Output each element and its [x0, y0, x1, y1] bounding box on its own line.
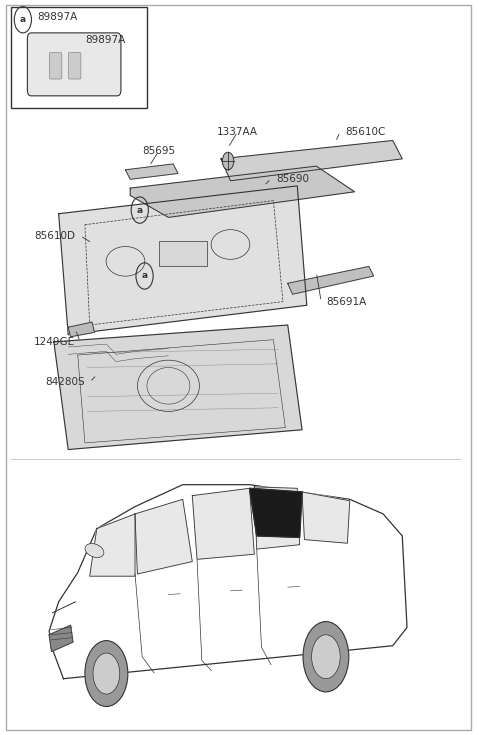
FancyBboxPatch shape	[27, 33, 121, 96]
FancyBboxPatch shape	[49, 53, 62, 79]
Text: 85695: 85695	[142, 146, 175, 156]
Ellipse shape	[85, 544, 104, 558]
Circle shape	[222, 152, 234, 170]
Polygon shape	[135, 499, 192, 574]
Polygon shape	[90, 514, 135, 576]
FancyBboxPatch shape	[69, 53, 81, 79]
Text: 84280S: 84280S	[45, 377, 85, 387]
Text: a: a	[137, 206, 143, 215]
Text: 85610C: 85610C	[345, 126, 385, 137]
Circle shape	[93, 653, 120, 694]
Polygon shape	[221, 140, 402, 181]
Polygon shape	[59, 186, 307, 334]
Circle shape	[85, 641, 128, 706]
Bar	[159, 241, 206, 267]
Text: 1337AA: 1337AA	[217, 126, 258, 137]
Text: a: a	[142, 271, 148, 281]
Text: 85691A: 85691A	[326, 297, 366, 306]
Polygon shape	[68, 322, 95, 337]
Polygon shape	[192, 488, 254, 559]
Circle shape	[303, 622, 349, 692]
Polygon shape	[254, 487, 300, 549]
Polygon shape	[54, 325, 302, 450]
Text: 1249GE: 1249GE	[34, 337, 75, 347]
Polygon shape	[302, 492, 350, 543]
Polygon shape	[49, 625, 73, 652]
Circle shape	[312, 635, 340, 678]
Text: 89897A: 89897A	[37, 12, 77, 22]
Polygon shape	[125, 164, 178, 179]
Polygon shape	[288, 267, 373, 294]
Text: 85610D: 85610D	[35, 231, 75, 240]
Text: a: a	[20, 15, 26, 24]
Polygon shape	[49, 484, 407, 678]
Polygon shape	[130, 166, 355, 218]
Text: 85690: 85690	[276, 173, 309, 184]
FancyBboxPatch shape	[11, 7, 147, 107]
Text: 89897A: 89897A	[85, 35, 125, 45]
Polygon shape	[250, 488, 302, 537]
